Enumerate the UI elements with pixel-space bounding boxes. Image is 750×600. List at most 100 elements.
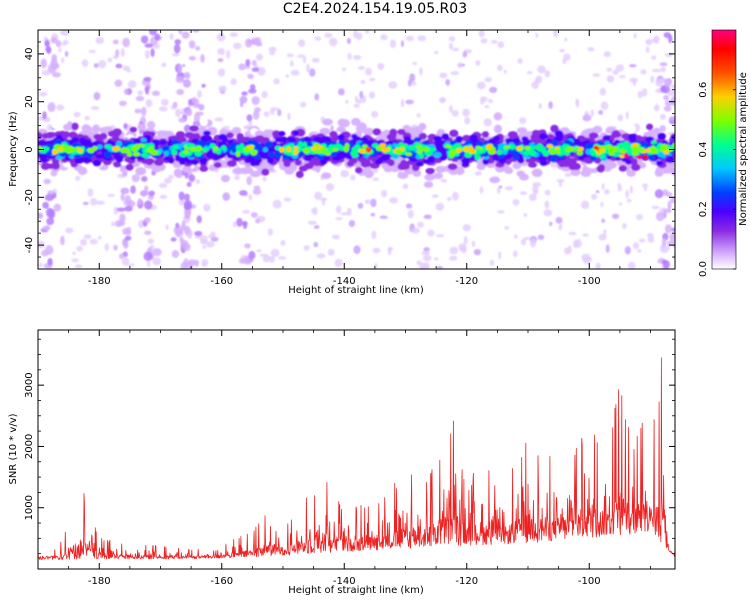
spectrogram-cell [519,173,529,181]
spectrogram-cell [70,147,76,152]
spectrogram-noise-cell [497,41,505,49]
spectrogram-noise-cell [660,66,666,73]
spectrogram-cell [629,136,637,143]
spectrogram-cell [287,143,294,148]
spectrogram-noise-cell [104,243,109,252]
spectrogram-cell [182,149,190,154]
spectrogram-cell [218,133,227,141]
spectrogram-noise-cell [389,39,397,49]
spectrogram-noise-cell [553,30,558,38]
spectrogram-streak-cell [675,253,680,261]
spectrogram-noise-cell [39,91,48,97]
colorbar-ticks: 0.0 0.2 0.4 0.6 [698,82,736,277]
spectrogram-noise-cell [337,88,345,96]
spectrogram-noise-cell [412,61,418,66]
spectrogram-noise-cell [61,30,70,36]
spectrogram-noise-cell [283,197,292,202]
spectrogram-noise-cell [388,81,398,89]
spectrogram-streak-cell [178,30,183,35]
spectrogram-noise-cell [277,109,282,117]
spectrogram-streak-cell [187,261,194,269]
spectrogram-cell [565,147,571,152]
spectrogram-streak-cell [44,40,50,48]
spectrogram-cell [363,129,374,136]
spectrogram-noise-cell [287,112,291,121]
spectrogram-cell [47,131,57,138]
spectrogram-noise-cell [520,238,527,246]
spectrogram-streak-cell [247,73,254,80]
spectrogram-streak-cell [188,174,196,182]
spectrogram-streak-cell [173,43,181,54]
spectrogram-noise-cell [370,212,376,217]
spectrogram-cell [418,132,428,140]
spectrogram-noise-cell [643,187,647,191]
spectrogram-noise-cell [107,57,113,63]
spectrogram-noise-cell [564,247,570,255]
spectrogram-cell [212,146,219,151]
spectrogram-noise-cell [512,250,518,258]
snr-ylabel: SNR (10 * v/v) [8,413,19,484]
spectrogram-noise-cell [484,105,490,109]
spectrogram-cell [55,155,63,160]
spectrogram-streak-cell [118,220,126,226]
spectrogram-cell [258,151,268,158]
spectrogram-noise-cell [517,58,523,64]
spectrogram-cell [104,167,113,176]
spectrogram-noise-cell [599,87,607,96]
spectrogram-noise-cell [471,240,476,247]
spectrogram-noise-cell [74,264,83,269]
spectrogram-streak-cell [151,90,161,97]
spectrogram-cell [152,165,162,173]
spectrogram-cell [209,143,216,149]
spectrogram-streak-cell [48,208,56,219]
x-tick-label: -100 [578,276,601,287]
spectrogram-noise-cell [411,81,417,86]
spectrogram-cell [262,147,268,153]
spectrogram-noise-cell [370,198,377,208]
spectrogram-cell [324,151,332,156]
spectrogram-noise-cell [84,115,90,121]
spectrogram-noise-cell [439,72,448,79]
spectrogram-streak-cell [118,100,127,107]
spectrogram-noise-cell [457,62,463,69]
spectrogram-cell [82,125,93,134]
spectrogram-noise-cell [334,258,343,268]
spectrogram-streak-cell [181,31,190,39]
spectrogram-cell [294,159,302,166]
spectrogram-cell [493,124,503,134]
spectrogram-noise-cell [95,36,105,44]
spectrogram-noise-cell [434,257,439,261]
spectrogram-cell [493,112,503,121]
spectrogram-streak-cell [664,224,672,234]
spectrogram-streak-cell [55,40,62,48]
spectrogram-cell [318,138,325,146]
spectrogram-cell [203,130,211,136]
spectrogram-streak-cell [185,108,193,117]
spectrogram-noise-cell [568,231,577,236]
spectrogram-noise-cell [659,245,664,252]
spectrogram-streak-cell [140,190,148,197]
spectrogram-cell [456,148,463,153]
spectrogram-cell [249,170,261,178]
spectrogram-cell [527,162,538,168]
spectrogram-noise-cell [603,189,610,195]
spectrogram-cell [607,111,618,119]
spectrogram-noise-cell [618,202,623,206]
spectrogram-noise-cell [435,202,445,211]
spectrogram-cell [453,142,462,150]
spectrogram-streak-cell [184,203,193,210]
spectrogram-noise-cell [89,238,98,245]
spectrogram-noise-cell [298,39,306,47]
spectrogram-cell [422,147,430,152]
spectrogram-cell [131,146,137,152]
spectrogram-streak-cell [246,114,253,122]
spectrogram-streak-cell [131,174,140,183]
spectrogram-noise-cell [622,222,627,229]
spectrogram-noise-cell [81,59,89,68]
spectrogram-cell [77,148,83,153]
spectrogram-noise-cell [474,171,482,176]
y-tick-label: 2000 [24,434,35,459]
spectrogram-noise-cell [417,221,424,228]
spectrogram-cell [611,130,620,138]
